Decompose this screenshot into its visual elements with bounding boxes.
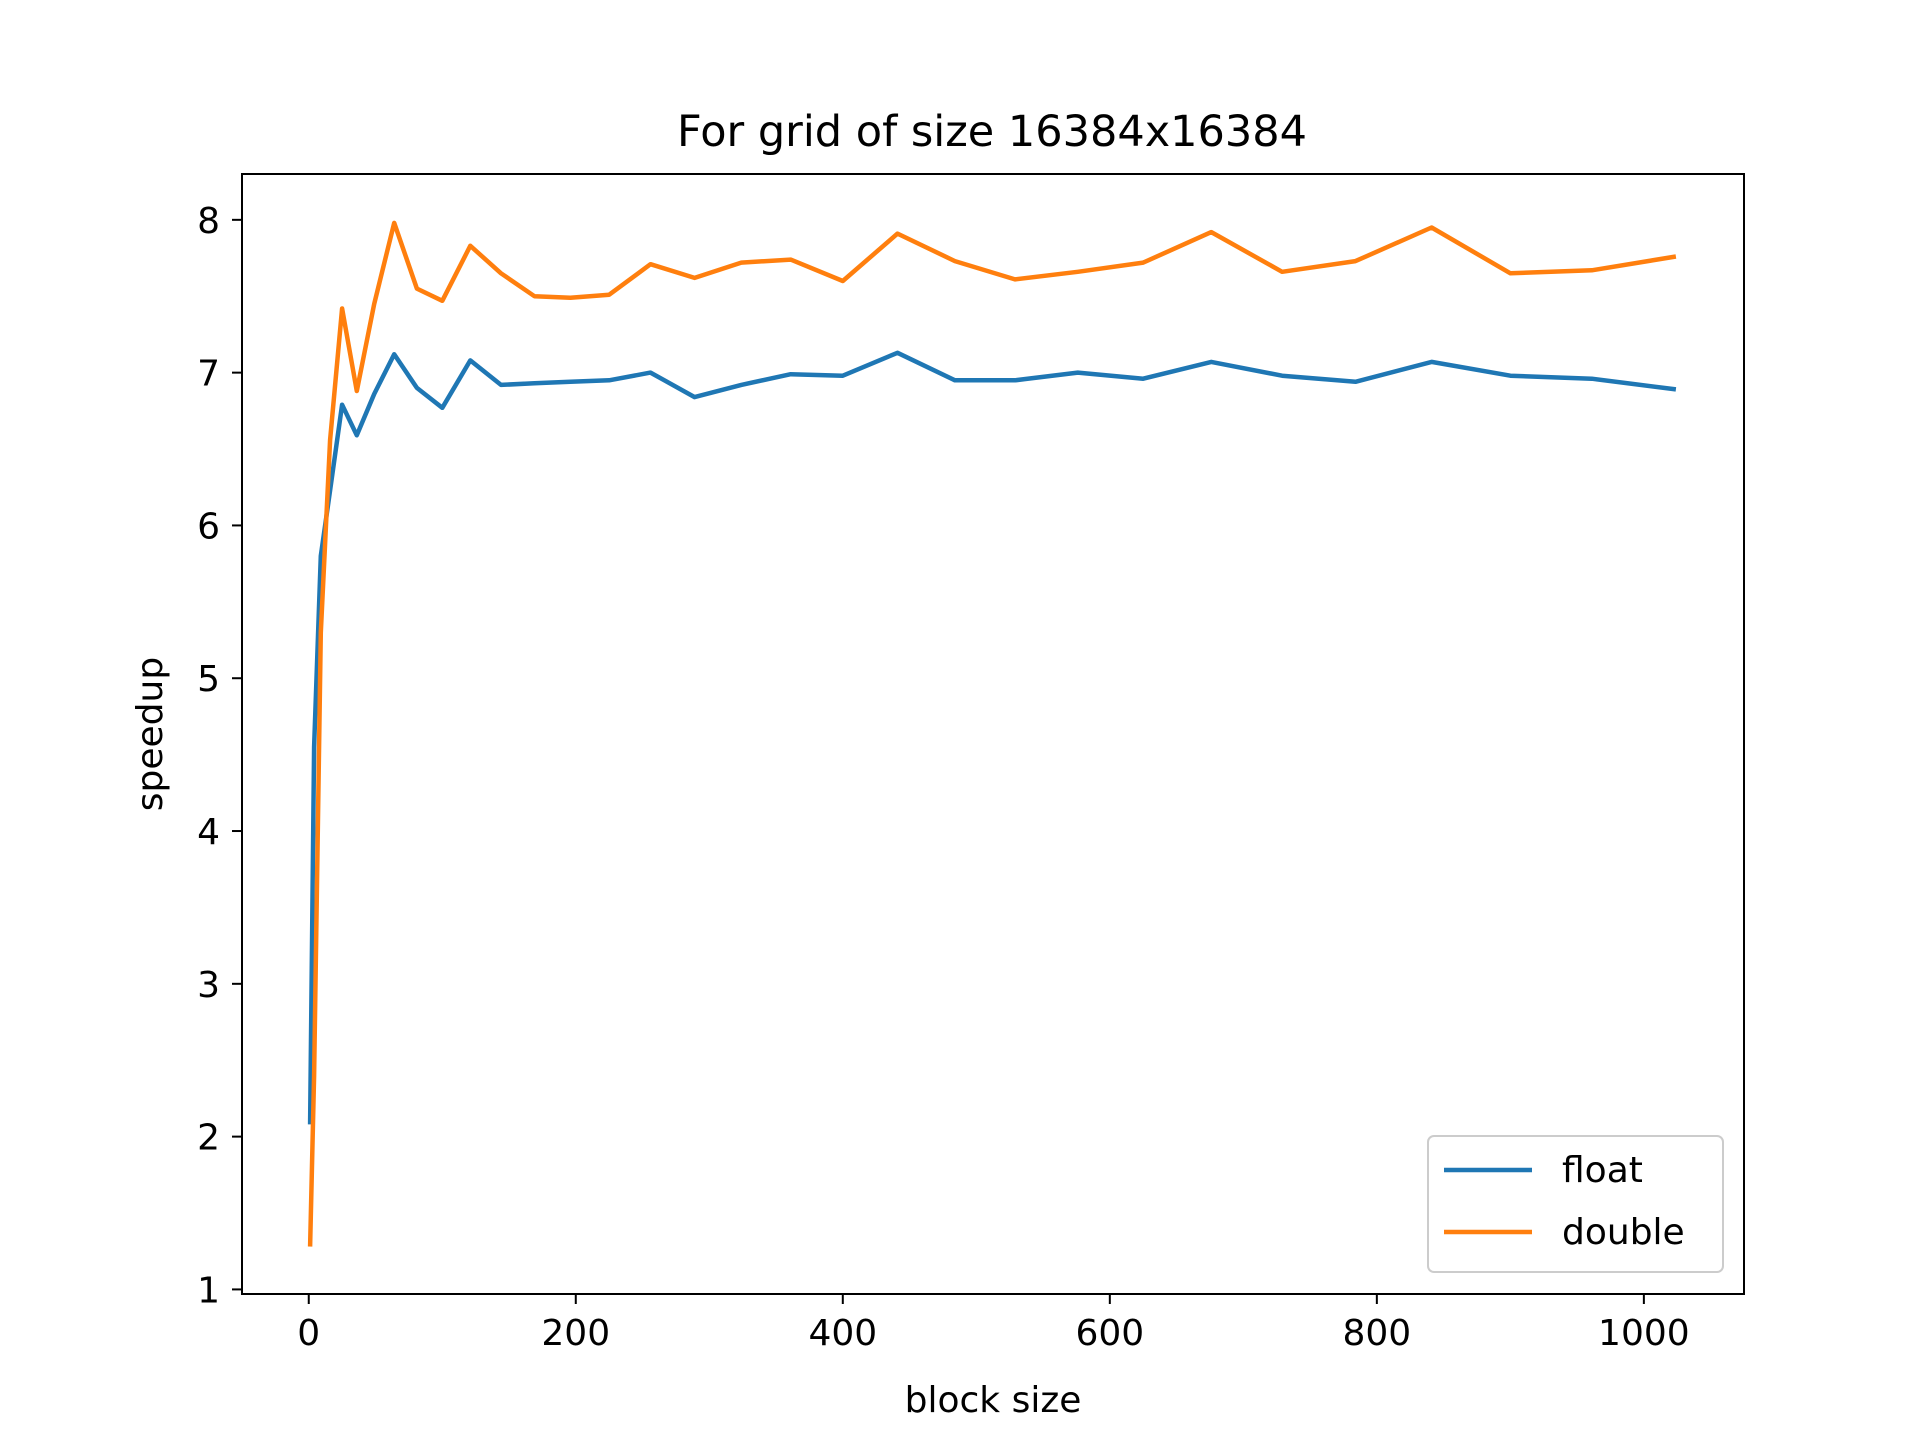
- legend-label-float: float: [1562, 1150, 1643, 1191]
- x-tick-label: 800: [1342, 1313, 1411, 1354]
- x-tick-label: 1000: [1598, 1313, 1690, 1354]
- y-tick-label: 6: [197, 506, 220, 547]
- y-tick-label: 4: [197, 812, 220, 853]
- plot-area: [242, 174, 1744, 1294]
- series-layer: [307, 220, 1677, 1247]
- y-tick-label: 5: [197, 659, 220, 700]
- legend: float double: [1427, 1135, 1724, 1273]
- x-tick-label: 0: [297, 1313, 320, 1354]
- chart-title: For grid of size 16384x16384: [677, 107, 1307, 157]
- series-line-double: [307, 220, 1677, 1247]
- y-tick-label: 8: [197, 201, 220, 242]
- y-tick-label: 1: [197, 1270, 220, 1311]
- series-line-float: [307, 350, 1677, 1125]
- y-tick-label: 2: [197, 1118, 220, 1159]
- x-axis-label: block size: [905, 1380, 1082, 1421]
- y-axis-label: speedup: [130, 657, 171, 811]
- x-tick-label: 200: [541, 1313, 610, 1354]
- x-tick-label: 600: [1075, 1313, 1144, 1354]
- x-tick-label: 400: [808, 1313, 877, 1354]
- legend-label-double: double: [1562, 1212, 1685, 1253]
- axes-frame: [241, 173, 1745, 1295]
- x-axis-ticks: 0 200 400 600 800 1000: [297, 1294, 1690, 1354]
- y-tick-label: 7: [197, 354, 220, 395]
- y-tick-label: 3: [197, 965, 220, 1006]
- y-axis-ticks: 1 2 3 4 5 6 7 8: [197, 201, 242, 1311]
